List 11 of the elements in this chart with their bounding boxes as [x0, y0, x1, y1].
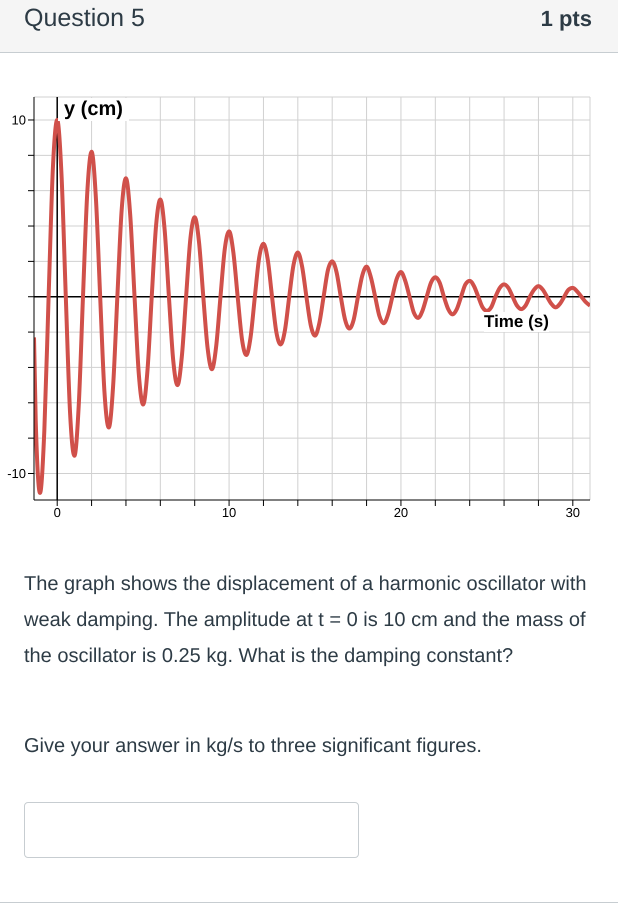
text: 1 pts: [540, 6, 592, 32]
x-tick-label: 10: [222, 505, 236, 520]
chart-title: Question 5: [24, 4, 145, 33]
x-axis-title: Time (s): [484, 312, 549, 332]
x-tick-label: 30: [566, 505, 580, 520]
y-tick-label: -10: [7, 466, 26, 482]
x-tick-label: 20: [394, 505, 408, 520]
text: The graph shows the displacement of a harmonic oscillator with weak damping. The amplitude at t = 0 is 10 cm and the mass of the oscillator is 0.25 kg. What is the damping constant?: [24, 572, 588, 669]
x-tick-label: 0: [54, 505, 61, 520]
text: Give your answer in kg/s to three significant figures.: [24, 734, 483, 759]
y-axis-title: y (cm): [58, 98, 129, 121]
